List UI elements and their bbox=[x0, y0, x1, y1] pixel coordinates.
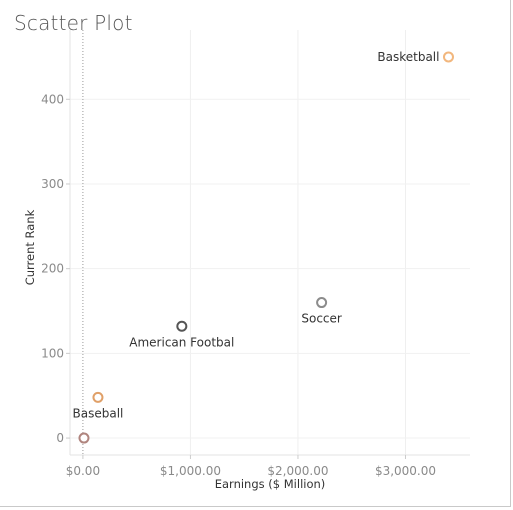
x-tick-label: $0.00 bbox=[66, 464, 100, 478]
point-label: Basketball bbox=[377, 50, 439, 64]
y-tick-label: 100 bbox=[41, 346, 64, 360]
x-axis-label: Earnings ($ Million) bbox=[215, 477, 326, 491]
y-tick-label: 300 bbox=[41, 177, 64, 191]
labels-layer: Basketball Soccer American Footbal Baseball bbox=[73, 50, 440, 420]
x-tick-label: $3,000.00 bbox=[375, 464, 436, 478]
grid-layer bbox=[70, 30, 470, 455]
y-axis-label: Current Rank bbox=[23, 209, 37, 285]
x-tick-label: $2,000.00 bbox=[267, 464, 328, 478]
scatter-point[interactable] bbox=[444, 52, 453, 61]
y-tick-label: 400 bbox=[41, 92, 64, 106]
point-label: American Footbal bbox=[129, 335, 234, 349]
scatter-point[interactable] bbox=[317, 298, 326, 307]
x-tick-label: $1,000.00 bbox=[160, 464, 221, 478]
scatter-point[interactable] bbox=[93, 393, 102, 402]
y-tick-label: 0 bbox=[56, 431, 64, 445]
point-label: Baseball bbox=[73, 406, 124, 420]
scatter-point[interactable] bbox=[177, 322, 186, 331]
points-layer bbox=[79, 52, 453, 442]
point-label: Soccer bbox=[301, 312, 342, 326]
scatter-point[interactable] bbox=[79, 434, 88, 443]
y-tick-label: 200 bbox=[41, 262, 64, 276]
